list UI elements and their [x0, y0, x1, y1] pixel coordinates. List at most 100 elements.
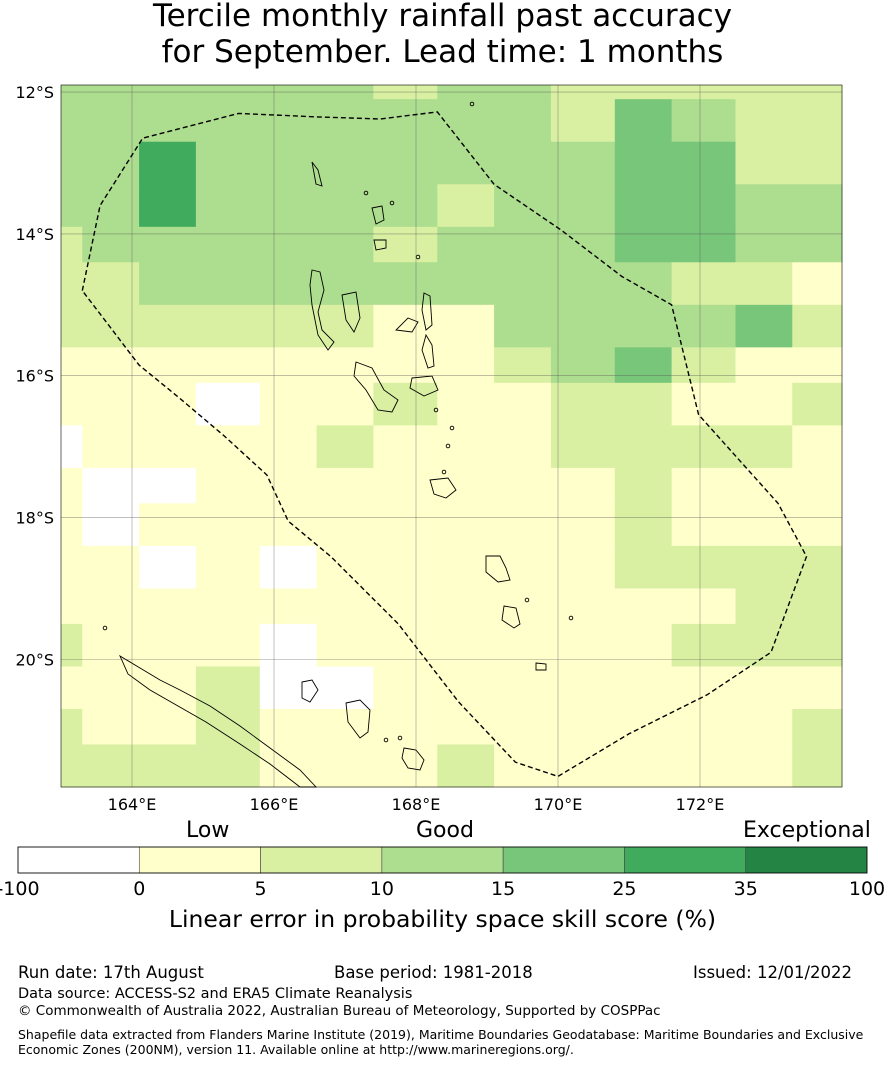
skill-cell — [61, 262, 83, 306]
skill-map: 12°S 14°S 16°S 18°S 20°S 164°E 166°E 168°E 170°… — [0, 83, 885, 900]
skill-cell — [139, 709, 197, 745]
skill-cell — [82, 141, 140, 185]
skill-cell — [82, 226, 140, 263]
skill-cell — [259, 304, 318, 348]
skill-cell — [316, 226, 374, 263]
colorbar-swatch — [260, 846, 383, 874]
skill-cell — [735, 709, 793, 745]
skill-cell — [735, 99, 793, 143]
eez-boundary — [81, 111, 808, 778]
island-outline — [501, 605, 521, 629]
colorbar-tick-label: 25 — [612, 878, 636, 900]
skill-cell — [373, 226, 438, 263]
skill-cell — [82, 99, 140, 143]
run-date: Run date: 17th August — [18, 963, 204, 982]
skill-cell — [437, 666, 495, 710]
skill-cell — [259, 709, 318, 745]
islet — [568, 615, 574, 621]
skill-cell — [671, 744, 736, 788]
skill-cell — [437, 347, 495, 384]
skill-cell — [61, 709, 83, 745]
skill-cell — [373, 545, 438, 589]
skill-cell — [792, 666, 843, 710]
colorbar-frame — [17, 846, 868, 874]
skill-cell — [316, 141, 374, 185]
skill-cell — [550, 347, 616, 384]
skill-cell — [195, 262, 261, 306]
latitude-label: 12°S — [15, 83, 54, 102]
latitude-label: 20°S — [15, 650, 54, 669]
skill-cell — [259, 503, 318, 547]
longitude-label: 170°E — [534, 795, 583, 814]
skill-cell — [195, 467, 261, 504]
skill-cell — [82, 709, 140, 745]
skill-cell — [437, 623, 495, 667]
skill-cell — [550, 382, 616, 426]
skill-cell — [735, 503, 793, 547]
skill-cell — [550, 545, 616, 589]
skill-cell — [671, 304, 736, 348]
skill-cell — [316, 623, 374, 667]
skill-cell — [139, 226, 197, 263]
skill-cell — [316, 666, 374, 710]
skill-cell — [614, 666, 673, 710]
islet — [102, 625, 108, 631]
skill-cell — [792, 545, 843, 589]
skill-cell — [792, 503, 843, 547]
skill-cell — [614, 503, 673, 547]
skill-cell — [671, 467, 736, 504]
island-outline — [345, 699, 371, 739]
longitude-label: 166°E — [250, 795, 299, 814]
skill-cell — [61, 588, 83, 625]
skill-cell — [792, 744, 843, 788]
skill-cell — [792, 99, 843, 143]
island-outline — [373, 239, 387, 251]
skill-cell — [259, 262, 318, 306]
skill-cell — [494, 382, 552, 426]
skill-cell — [792, 425, 843, 469]
skill-cell — [792, 184, 843, 228]
islet — [449, 425, 455, 431]
colorbar-tick-label: 10 — [370, 878, 394, 900]
island-outline — [353, 361, 399, 413]
skill-cell — [61, 304, 83, 348]
skill-cell — [82, 382, 140, 426]
skill-cell — [259, 623, 318, 667]
skill-cell — [259, 666, 318, 710]
skill-cell — [139, 545, 197, 589]
skill-cell — [671, 666, 736, 710]
longitude-labels: 164°E 166°E 168°E 170°E 172°E — [108, 795, 725, 814]
skill-cell — [139, 99, 197, 143]
skill-cell — [437, 425, 495, 469]
skill-cell — [494, 666, 552, 710]
skill-cell — [139, 184, 197, 228]
skill-cell — [373, 347, 438, 384]
skill-cell — [494, 545, 552, 589]
colorbar-category-good: Good — [416, 818, 474, 843]
skill-cell — [494, 304, 552, 348]
colorbar-tick-label: 35 — [734, 878, 758, 900]
skill-cell — [437, 744, 495, 788]
skill-cell — [494, 347, 552, 384]
skill-cell — [82, 545, 140, 589]
islet — [441, 469, 447, 475]
skill-cell — [195, 588, 261, 625]
skill-cell — [494, 709, 552, 745]
skill-cell — [316, 744, 374, 788]
skill-cell — [614, 623, 673, 667]
skill-cell — [195, 425, 261, 469]
colorbar-swatch — [381, 846, 504, 874]
skill-cell — [139, 304, 197, 348]
shapefile-credit-line1: Shapefile data extracted from Flanders M… — [18, 1027, 864, 1042]
skill-cell — [82, 467, 140, 504]
map-title-line2: for September. Lead time: 1 months — [161, 34, 724, 70]
skill-cell — [373, 503, 438, 547]
skill-cell — [195, 226, 261, 263]
graticule — [61, 85, 842, 787]
skill-cell — [195, 503, 261, 547]
skill-cell — [259, 141, 318, 185]
island-outline — [301, 679, 319, 703]
skill-cell — [139, 744, 197, 788]
skill-cell — [259, 347, 318, 384]
skill-cell — [316, 184, 374, 228]
